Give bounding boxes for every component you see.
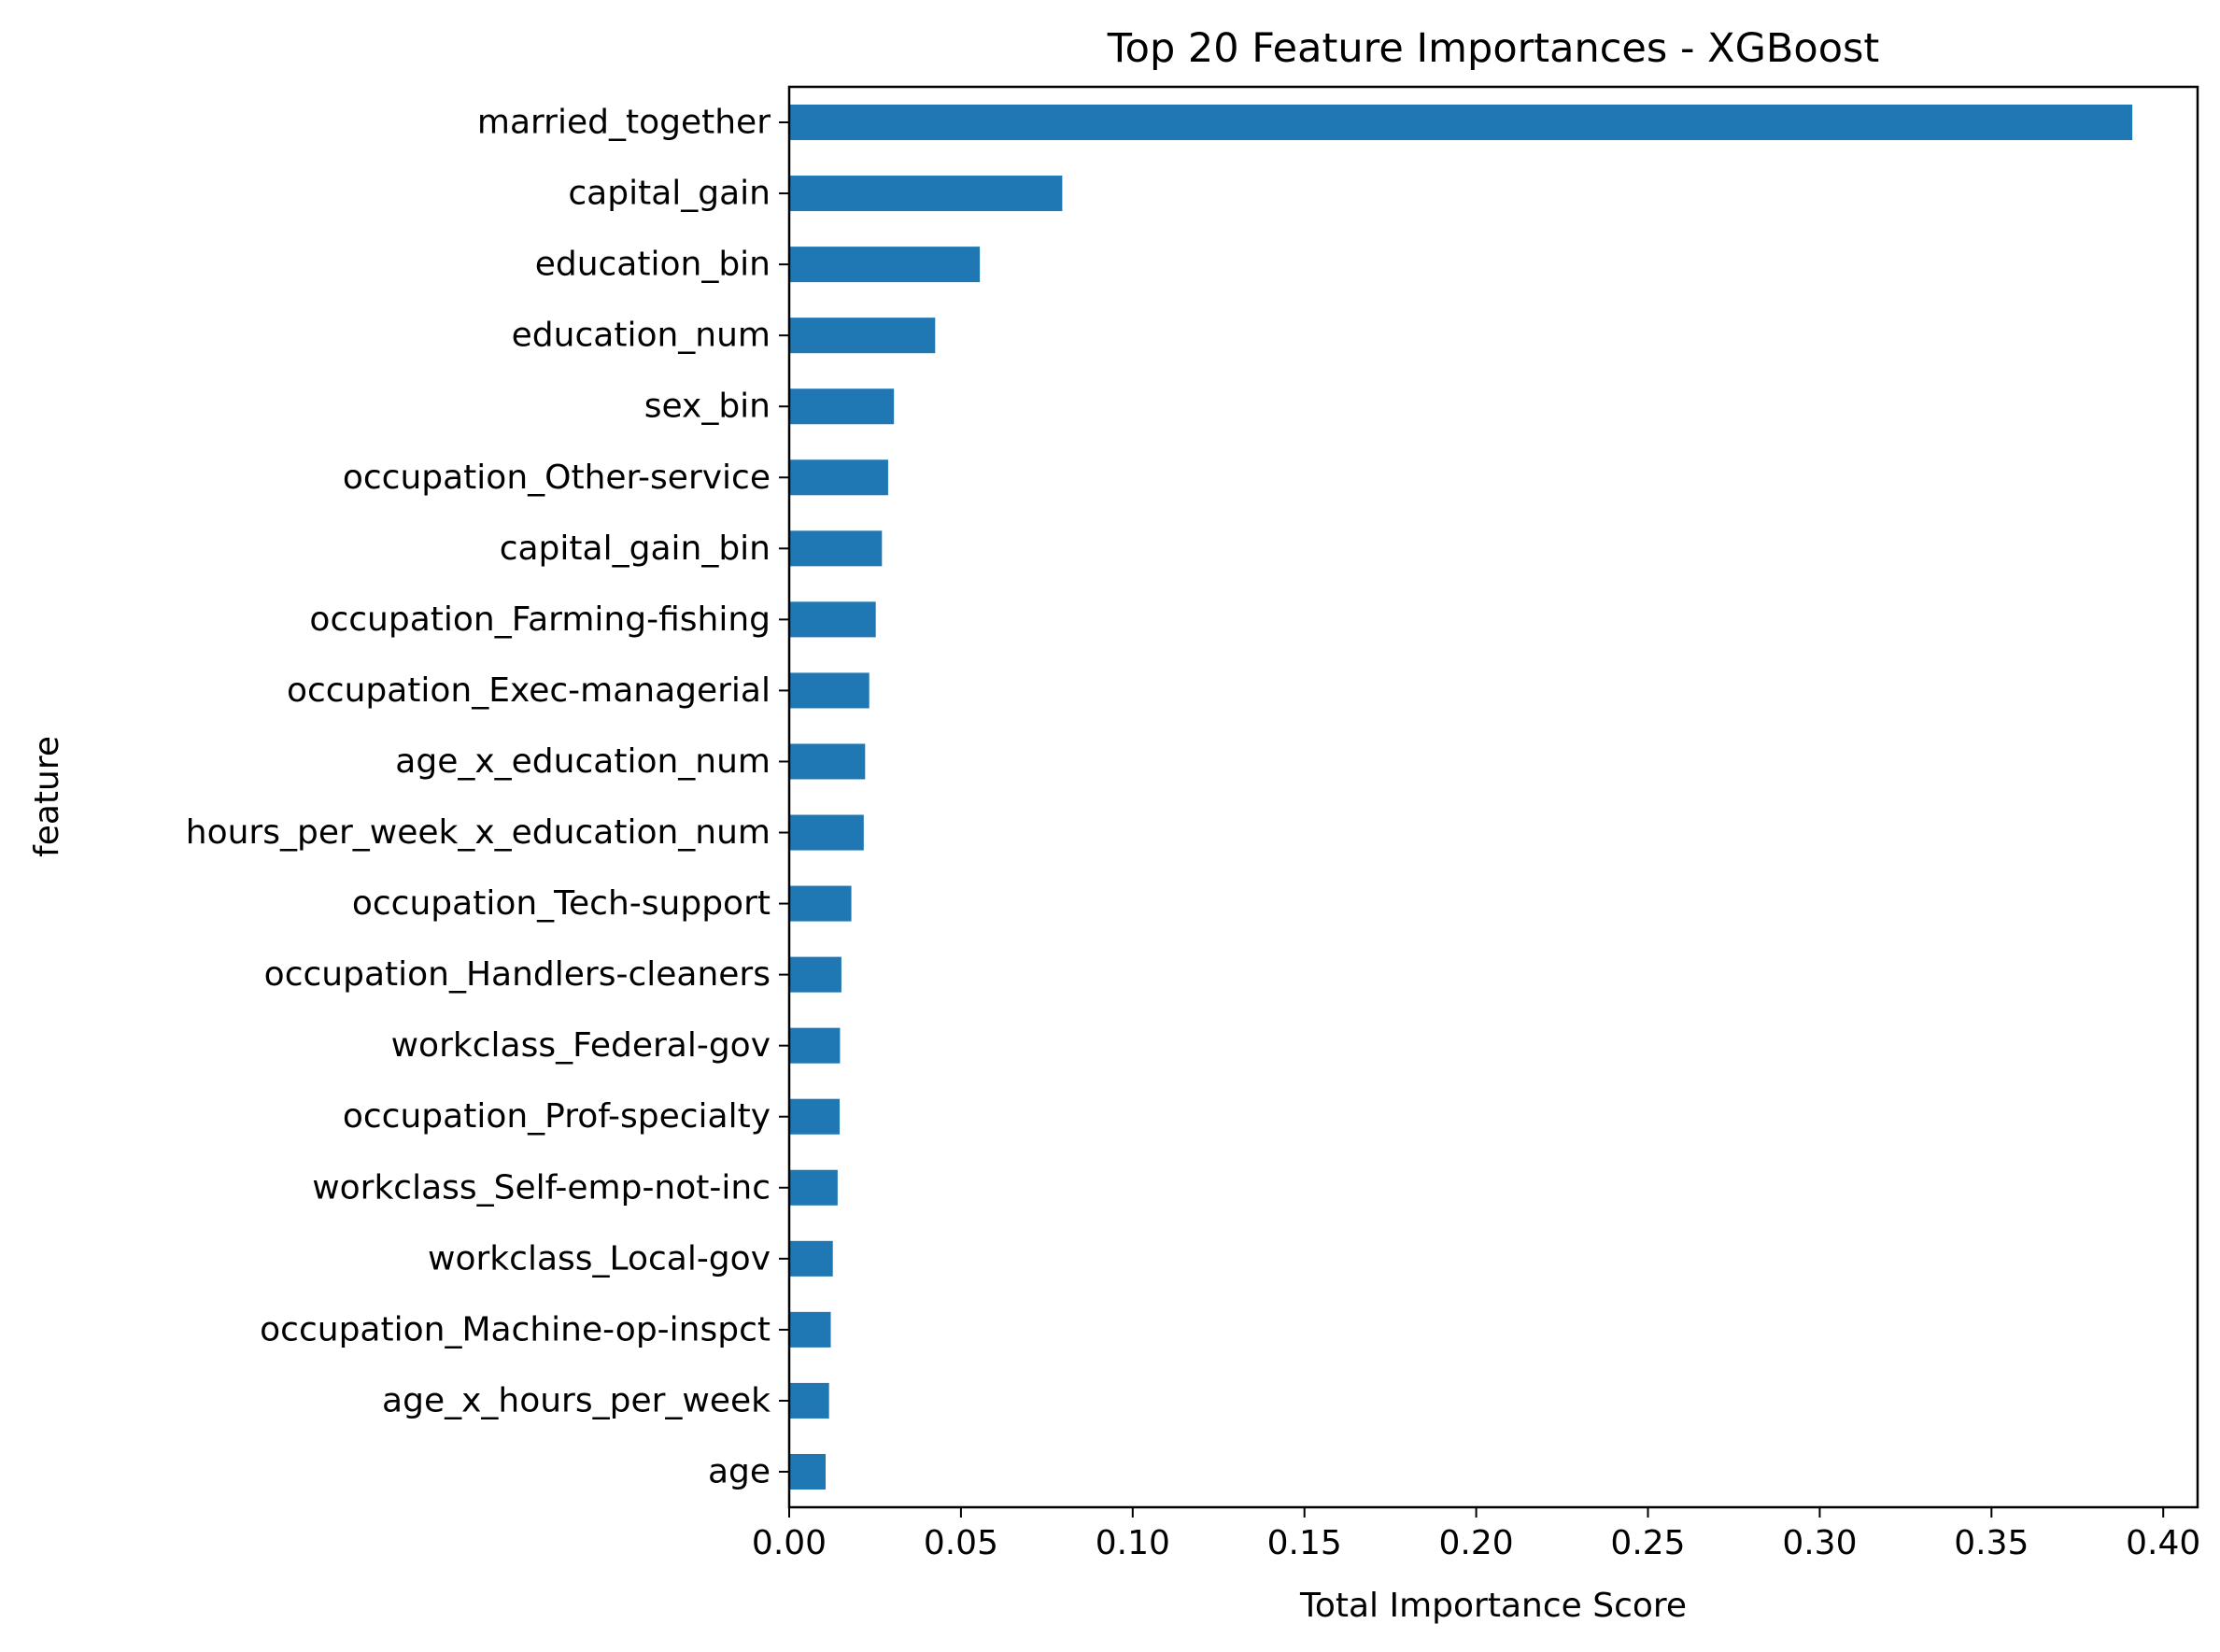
bar-occupation_Handlers-cleaners — [789, 956, 841, 993]
y-tick-label: workclass_Local-gov — [428, 1239, 771, 1278]
bar-education_bin — [789, 247, 981, 283]
bar-married_together — [789, 105, 2133, 141]
y-tick-label: occupation_Prof-specialty — [343, 1097, 771, 1136]
y-tick-label: occupation_Exec-managerial — [287, 671, 771, 710]
x-tick-label: 0.05 — [924, 1524, 998, 1562]
bar-age — [789, 1453, 826, 1490]
y-tick-label: sex_bin — [644, 388, 771, 426]
bars-layer — [789, 105, 2133, 1490]
y-tick-label: education_bin — [535, 246, 771, 284]
bar-occupation_Prof-specialty — [789, 1098, 841, 1135]
y-tick-label: capital_gain — [568, 175, 771, 213]
y-tick-label: occupation_Farming-fishing — [309, 600, 771, 639]
y-tick-label: occupation_Handlers-cleaners — [264, 955, 771, 994]
y-tick-label: education_num — [512, 317, 771, 355]
x-axis-label: Total Importance Score — [1299, 1587, 1687, 1625]
y-tick-label: occupation_Other-service — [343, 459, 771, 497]
y-tick-label: occupation_Tech-support — [352, 884, 771, 923]
bar-capital_gain — [789, 176, 1063, 212]
y-tick-label: workclass_Federal-gov — [391, 1026, 771, 1065]
bar-sex_bin — [789, 388, 895, 425]
x-tick-label: 0.00 — [752, 1524, 827, 1562]
x-tick-label: 0.30 — [1782, 1524, 1857, 1562]
x-tick-label: 0.40 — [2126, 1524, 2200, 1562]
bar-workclass_Federal-gov — [789, 1027, 841, 1064]
x-tick-label: 0.20 — [1439, 1524, 1514, 1562]
y-tick-label: occupation_Machine-op-inspct — [260, 1310, 771, 1348]
x-ticks: 0.00 0.05 0.10 0.15 0.20 0.25 0.30 0.35 0.40 — [752, 1507, 2200, 1562]
bar-age_x_hours_per_week — [789, 1382, 829, 1419]
bar-hours_per_week_x_education_num — [789, 814, 864, 851]
bar-age_x_education_num — [789, 743, 866, 780]
y-tick-label: workclass_Self-emp-not-inc — [312, 1168, 771, 1207]
y-tick-label: age_x_education_num — [395, 742, 771, 781]
y-tick-label: capital_gain_bin — [500, 529, 771, 568]
y-tick-label: age_x_hours_per_week — [382, 1381, 771, 1419]
y-tick-label: age — [708, 1452, 771, 1490]
y-tick-label: hours_per_week_x_education_num — [186, 813, 771, 852]
plot-area-frame — [787, 85, 2199, 1509]
bar-occupation_Tech-support — [789, 885, 852, 922]
bar-occupation_Other-service — [789, 459, 888, 496]
bar-occupation_Exec-managerial — [789, 672, 870, 709]
x-tick-label: 0.10 — [1096, 1524, 1170, 1562]
x-tick-label: 0.15 — [1267, 1524, 1342, 1562]
bar-capital_gain_bin — [789, 530, 883, 567]
bar-occupation_Machine-op-inspct — [789, 1311, 831, 1348]
bar-workclass_Local-gov — [789, 1240, 833, 1277]
bar-workclass_Self-emp-not-inc — [789, 1169, 838, 1206]
chart-title: Top 20 Feature Importances - XGBoost — [1107, 25, 1880, 72]
x-tick-label: 0.25 — [1610, 1524, 1685, 1562]
bar-education_num — [789, 318, 936, 354]
x-tick-label: 0.35 — [1954, 1524, 2029, 1562]
bar-occupation_Farming-fishing — [789, 601, 876, 638]
y-tick-label: married_together — [477, 104, 771, 142]
y-axis-label: feature — [28, 736, 66, 857]
y-ticks: married_together capital_gain education_bi… — [186, 104, 789, 1490]
